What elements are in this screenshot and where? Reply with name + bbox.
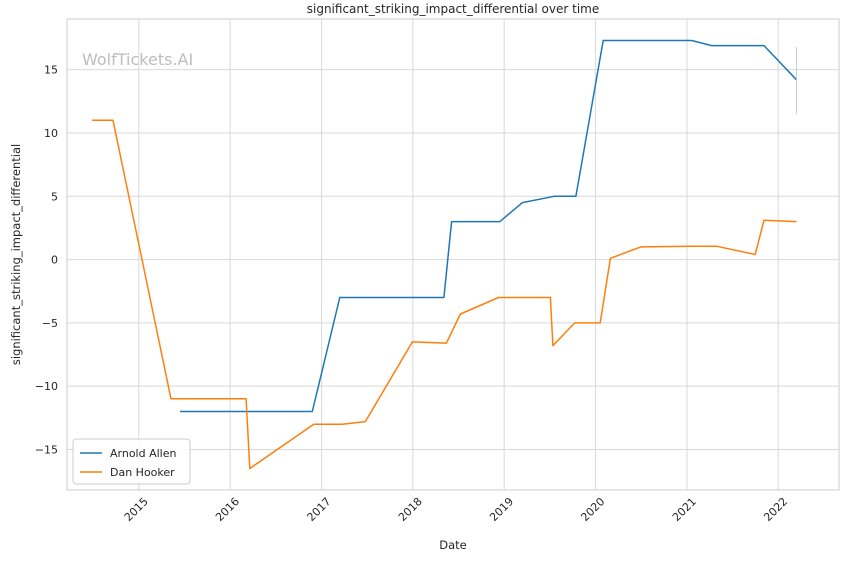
y-tick-label: 0: [51, 254, 58, 267]
y-tick-label: −10: [35, 380, 58, 393]
y-tick-label: 10: [44, 127, 58, 140]
legend: Arnold Allen Dan Hooker: [72, 438, 191, 485]
y-tick-label: −15: [35, 443, 58, 456]
y-axis-label: significant_striking_impact_differential: [9, 144, 23, 365]
y-tick-label: 15: [44, 64, 58, 77]
grid: [67, 19, 839, 490]
legend-entry-dan-hooker: Dan Hooker: [110, 466, 175, 479]
watermark: WolfTickets.AI: [82, 50, 193, 69]
tick-labels: 2015 2016 2017 2018 2019 2020 2021 2022−15−10−5…: [35, 64, 790, 524]
series-lines: [92, 39, 798, 470]
legend-entry-arnold-allen: Arnold Allen: [110, 447, 176, 460]
plot-frame: [66, 18, 840, 491]
chart-title: significant_striking_impact_differential…: [307, 2, 599, 16]
y-tick-label: 5: [51, 190, 58, 203]
legend-box: [72, 438, 191, 485]
x-axis-label: Date: [439, 538, 467, 552]
series-line-arnold-allen: [180, 39, 798, 413]
y-tick-label: −5: [42, 317, 58, 330]
series-line-dan-hooker: [92, 119, 797, 470]
